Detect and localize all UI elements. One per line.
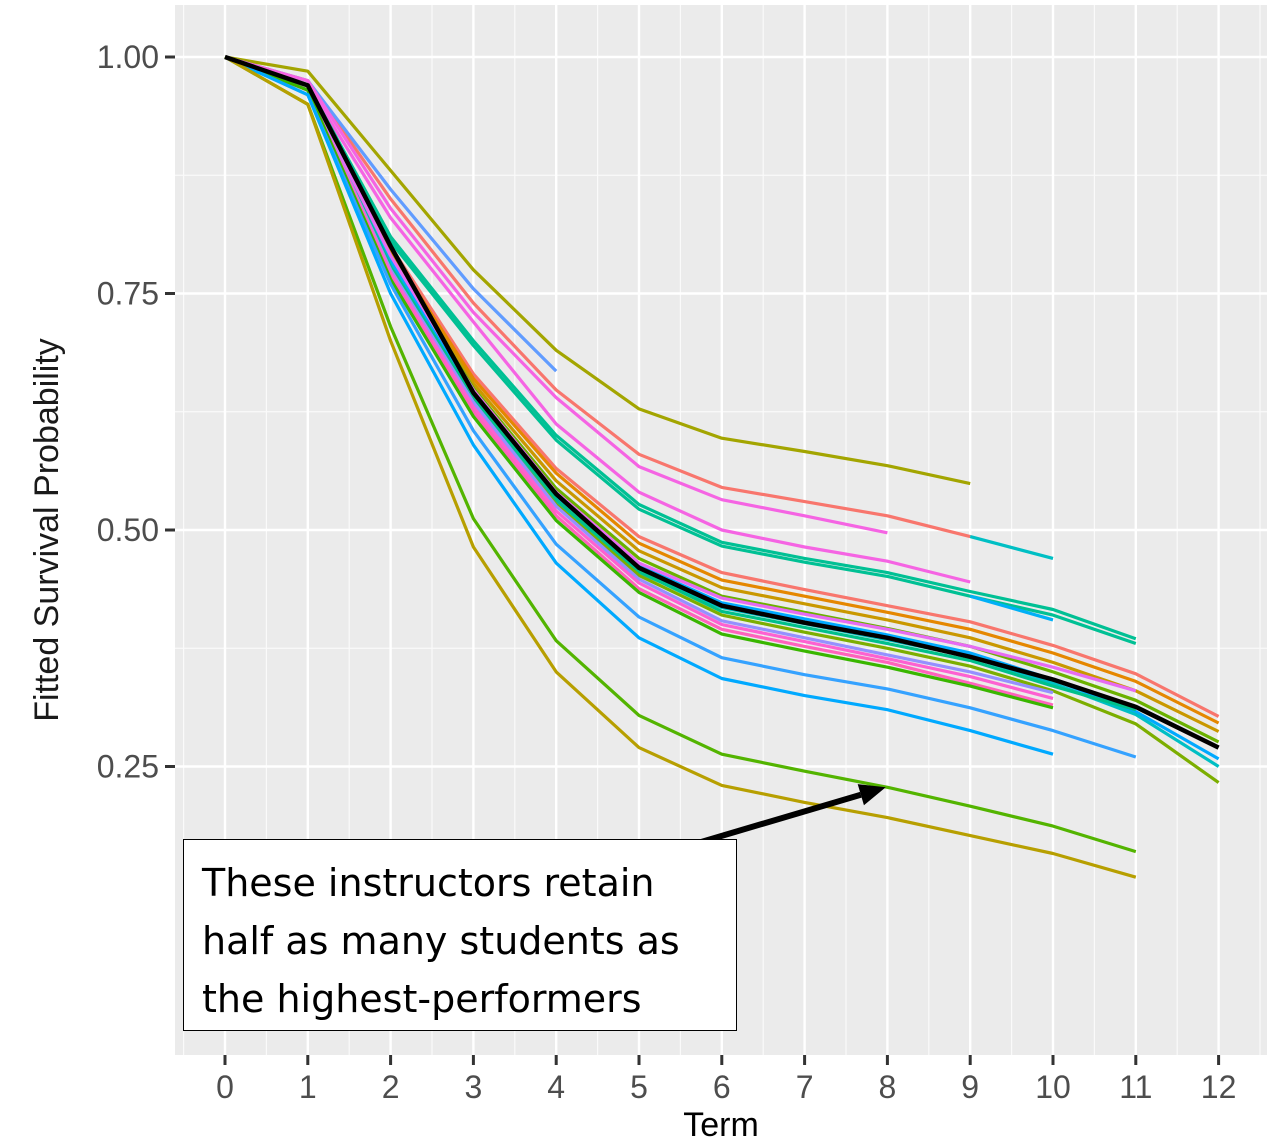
y-axis: 0.25 0.50 0.75 1.00 xyxy=(97,39,175,785)
x-axis-title: Term xyxy=(683,1106,759,1139)
series-line-7 xyxy=(224,55,1137,641)
series-line-25 xyxy=(224,55,1137,854)
x-tick-label: 7 xyxy=(796,1069,814,1105)
x-tick-label: 1 xyxy=(299,1069,317,1105)
series-line-5 xyxy=(224,55,888,535)
series-line-1 xyxy=(224,55,971,486)
x-tick-label: 11 xyxy=(1119,1069,1152,1105)
y-tick-label: 1.00 xyxy=(97,39,159,75)
x-tick-label: 6 xyxy=(713,1069,731,1105)
y-tick-label: 0.50 xyxy=(97,512,159,548)
x-tick-label: 5 xyxy=(630,1069,648,1105)
y-axis-title: Fitted Survival Probability xyxy=(28,338,66,722)
x-tick-label: 12 xyxy=(1201,1069,1237,1105)
series-line-11 xyxy=(224,55,1220,725)
series-line-highlight xyxy=(224,54,1220,750)
series-group xyxy=(224,54,1220,879)
y-tick-label: 0.25 xyxy=(97,749,159,785)
y-tick-label: 0.75 xyxy=(97,276,159,312)
x-tick-label: 0 xyxy=(216,1069,234,1105)
x-tick-label: 10 xyxy=(1035,1069,1071,1105)
series-line-3 xyxy=(969,535,1054,560)
x-tick-label: 4 xyxy=(547,1069,565,1105)
series-line-24 xyxy=(224,55,1054,756)
series-line-23 xyxy=(224,55,1137,759)
x-tick-label: 3 xyxy=(465,1069,483,1105)
x-axis: 0 1 2 3 4 5 6 7 8 9 10 11 12 xyxy=(216,1055,1236,1105)
series-line-18 xyxy=(224,55,1137,693)
x-tick-label: 9 xyxy=(961,1069,979,1105)
annotation-box: These instructors retain half as many st… xyxy=(183,839,737,1031)
x-tick-label: 2 xyxy=(382,1069,400,1105)
series-line-9 xyxy=(969,594,1054,622)
series-line-6 xyxy=(224,55,971,584)
x-tick-label: 8 xyxy=(879,1069,897,1105)
series-line-2 xyxy=(224,55,971,539)
series-line-26 xyxy=(224,55,1137,879)
arrow-head xyxy=(857,784,886,806)
series-line-22 xyxy=(224,55,1054,710)
